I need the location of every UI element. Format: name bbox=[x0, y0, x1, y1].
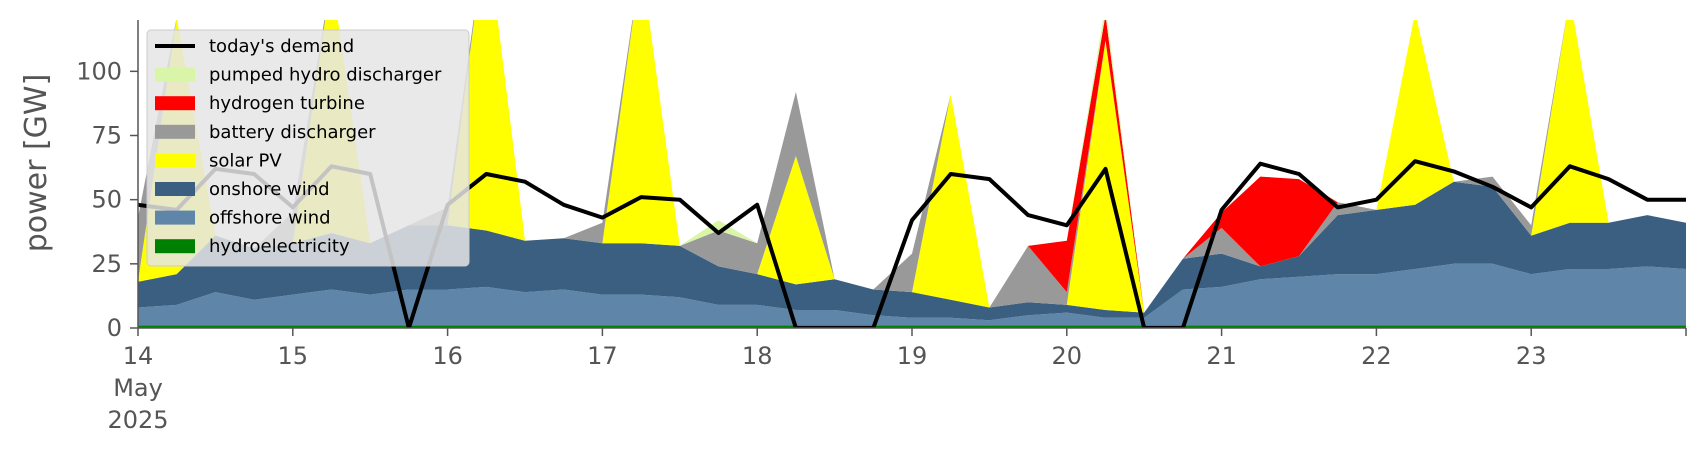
y-tick-label: 100 bbox=[76, 57, 122, 85]
legend-swatch-battery-discharger bbox=[155, 124, 195, 139]
legend-label-pumped-hydro-discharger: pumped hydro discharger bbox=[209, 65, 442, 86]
legend-swatch-hydroelectricity bbox=[155, 239, 195, 254]
legend-label-solar-pv: solar PV bbox=[209, 150, 282, 171]
legend-label-hydrogen-turbine: hydrogen turbine bbox=[209, 93, 365, 114]
y-axis-label: power [GW] bbox=[19, 74, 54, 253]
x-tick-label: 14 bbox=[123, 342, 154, 370]
x-tick-sublabel: May bbox=[113, 374, 163, 402]
legend: today's demand pumped hydro discharger hyd… bbox=[146, 29, 470, 267]
legend-label-onshore-wind: onshore wind bbox=[209, 179, 330, 200]
area-onshore-wind bbox=[138, 181, 1686, 321]
x-tick-label: 17 bbox=[587, 342, 618, 370]
x-tick-sublabel: 2025 bbox=[107, 406, 168, 434]
axes: 0 25 50 75 100 14 15 16 17 18 19 20 21 22 23 May 2025 bbox=[76, 20, 1687, 434]
area-offshore-wind bbox=[138, 263, 1686, 326]
legend-label-battery-discharger: battery discharger bbox=[209, 122, 376, 143]
y-tick-label: 25 bbox=[91, 250, 122, 278]
legend-swatch-onshore-wind bbox=[155, 182, 195, 196]
legend-box bbox=[146, 29, 470, 267]
x-tick-label: 23 bbox=[1516, 342, 1547, 370]
legend-label-todays-demand: today's demand bbox=[209, 36, 354, 57]
x-tick-label: 15 bbox=[278, 342, 309, 370]
legend-label-hydroelectricity: hydroelectricity bbox=[209, 236, 350, 257]
x-tick-label: 16 bbox=[432, 342, 463, 370]
x-tick-label: 18 bbox=[742, 342, 773, 370]
x-tick-label: 21 bbox=[1206, 342, 1237, 370]
area-hydrogen-turbine bbox=[138, 20, 1686, 313]
x-tick-label: 20 bbox=[1052, 342, 1083, 370]
y-tick-label: 75 bbox=[91, 122, 122, 150]
area-battery-discharger bbox=[138, 20, 1686, 313]
legend-swatch-solar-pv bbox=[155, 153, 195, 168]
line-todays-demand bbox=[138, 159, 1686, 328]
x-tick-label: 19 bbox=[897, 342, 928, 370]
y-tick-label: 0 bbox=[107, 314, 122, 342]
demand-line-layer bbox=[138, 159, 1686, 328]
legend-swatch-hydrogen-turbine bbox=[155, 96, 195, 111]
legend-swatch-pumped-hydro-discharger bbox=[155, 67, 195, 82]
x-tick-label: 22 bbox=[1361, 342, 1392, 370]
y-tick-label: 50 bbox=[91, 186, 122, 214]
legend-label-offshore-wind: offshore wind bbox=[209, 208, 331, 229]
legend-swatch-offshore-wind bbox=[155, 210, 195, 225]
